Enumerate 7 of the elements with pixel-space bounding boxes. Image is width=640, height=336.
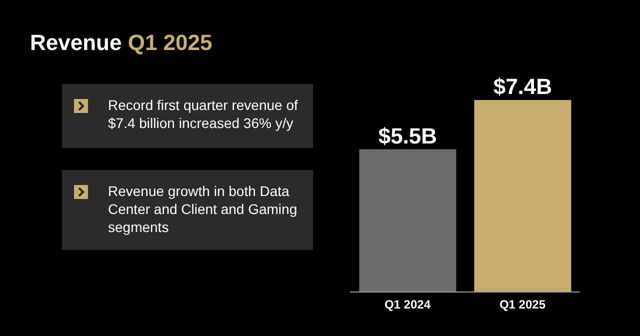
text: Record first quarter revenue of $7.4 billion increased 36% y/y: [62, 84, 313, 148]
data-label: $7.4B: [493, 74, 552, 99]
x-tick-label: Q1 2024: [384, 298, 431, 312]
data-label: $5.5B: [378, 123, 438, 148]
text: Revenue Q1 2025: [30, 30, 212, 56]
x-tick-label: Q1 2025: [499, 298, 546, 312]
text: Revenue growth in both Data Center and Client and Gaming segments: [62, 170, 313, 250]
